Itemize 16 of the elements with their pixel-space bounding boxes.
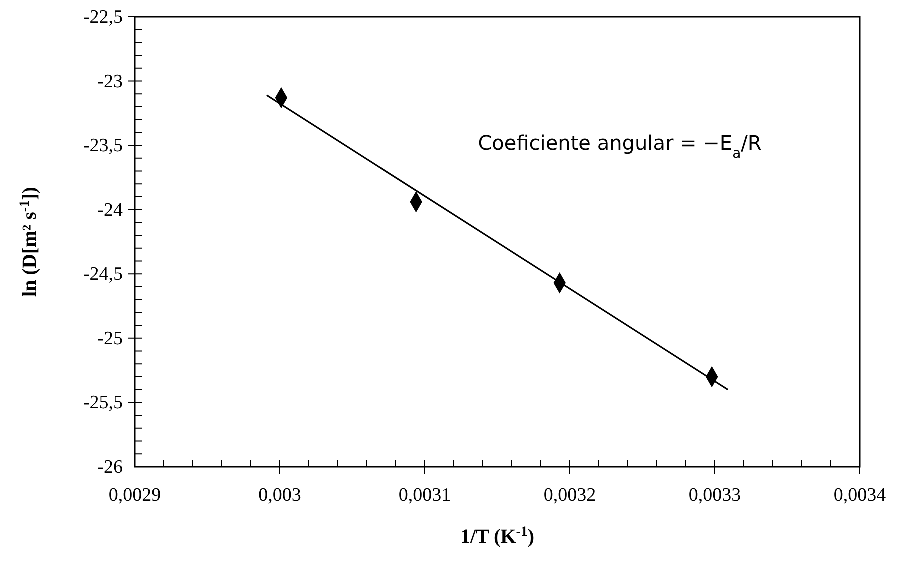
y-tick-label: -25,5 bbox=[83, 392, 123, 414]
x-tick-label: 0,0031 bbox=[398, 485, 452, 506]
y-tick-label: -23,5 bbox=[83, 136, 123, 157]
y-tick-label: -24,5 bbox=[83, 264, 123, 286]
annotation: Coeficiente angular = −E$_{a}$/R bbox=[478, 131, 762, 162]
y-tick-label: -26 bbox=[98, 457, 123, 478]
x-tick-label: 0,0032 bbox=[544, 485, 596, 506]
x-tick-label: 0,0034 bbox=[834, 485, 887, 506]
x-tick-label: 0,0033 bbox=[688, 485, 742, 506]
y-tick-label: -22,5 bbox=[83, 7, 123, 28]
x-tick-label: 0,003 bbox=[258, 485, 302, 506]
x-tick-label: 0,0029 bbox=[108, 485, 162, 506]
y-tick-label: -24 bbox=[98, 200, 124, 221]
y-tick-label: -23 bbox=[98, 71, 123, 92]
x-axis-title: 1/T (K$^{-1}$) bbox=[460, 524, 535, 548]
y-tick-label: -25 bbox=[98, 328, 123, 350]
